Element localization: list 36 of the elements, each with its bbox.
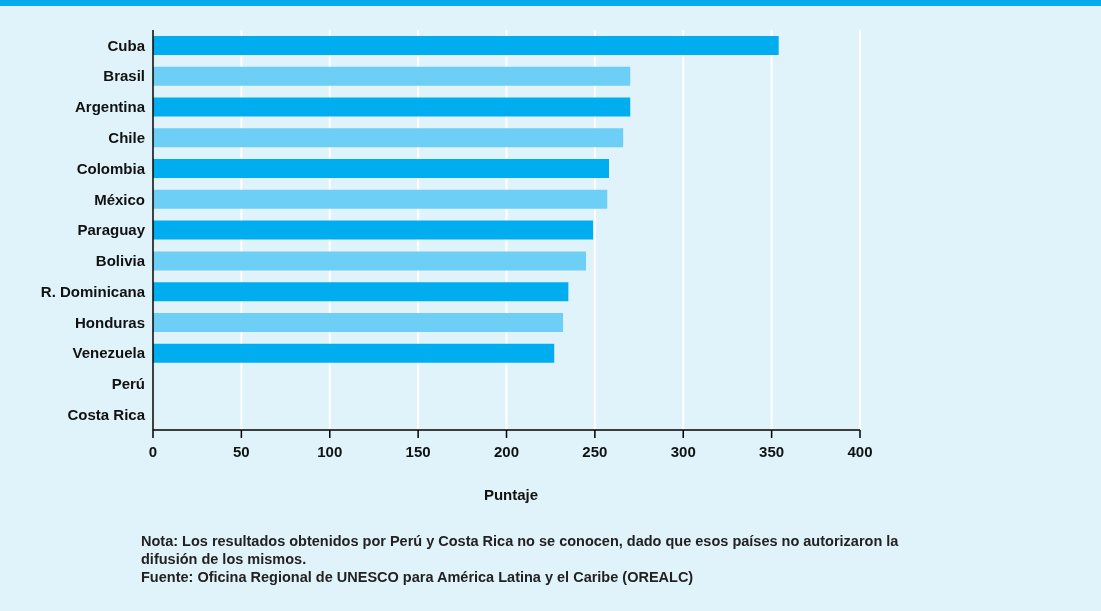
bar — [153, 36, 779, 55]
bar — [153, 251, 587, 271]
x-tick-label: 150 — [405, 442, 431, 460]
x-tick-label: 250 — [582, 442, 608, 460]
y-tick-label: Colombia — [76, 159, 146, 177]
bar — [153, 343, 555, 363]
bar — [153, 189, 608, 209]
x-tick-label: 100 — [317, 442, 343, 460]
x-tick-label: 0 — [148, 442, 158, 460]
y-tick-label: Paraguay — [77, 221, 146, 239]
y-tick-label: Costa Rica — [67, 405, 146, 423]
text: Nota: Los resultados obtenidos por Perú y Costa Rica no se conocen, dado que esos países no autorizaron la difusión de los mismos. — [141, 532, 900, 568]
y-tick-label: Bolivia — [95, 252, 146, 270]
source-note: Fuente: Oficina Regional de UNESCO para América Latina y el Caribe (OREALC) — [141, 568, 695, 586]
bar — [153, 97, 631, 117]
y-tick-label: Perú — [111, 375, 145, 393]
y-tick-label: México — [94, 190, 145, 208]
y-tick-label: Venezuela — [72, 344, 146, 362]
y-tick-label: Cuba — [107, 36, 146, 54]
x-tick-label: 400 — [847, 442, 873, 460]
y-tick-label: Brasil — [103, 67, 145, 85]
bar — [153, 66, 631, 86]
y-tick-label: R. Dominicana — [40, 282, 146, 300]
y-tick-label: Honduras — [74, 313, 145, 331]
bar — [153, 220, 594, 240]
x-tick-label: 50 — [233, 442, 250, 460]
x-axis-title: Puntaje — [482, 486, 540, 503]
bar — [153, 159, 610, 179]
y-tick-label: Chile — [108, 129, 145, 147]
bar — [153, 282, 569, 302]
bar — [153, 128, 624, 148]
x-tick-label: 350 — [759, 442, 785, 460]
bar — [153, 312, 564, 332]
x-tick-label: 200 — [493, 442, 520, 460]
x-tick-label: 300 — [670, 442, 696, 460]
y-tick-label: Argentina — [74, 98, 146, 116]
